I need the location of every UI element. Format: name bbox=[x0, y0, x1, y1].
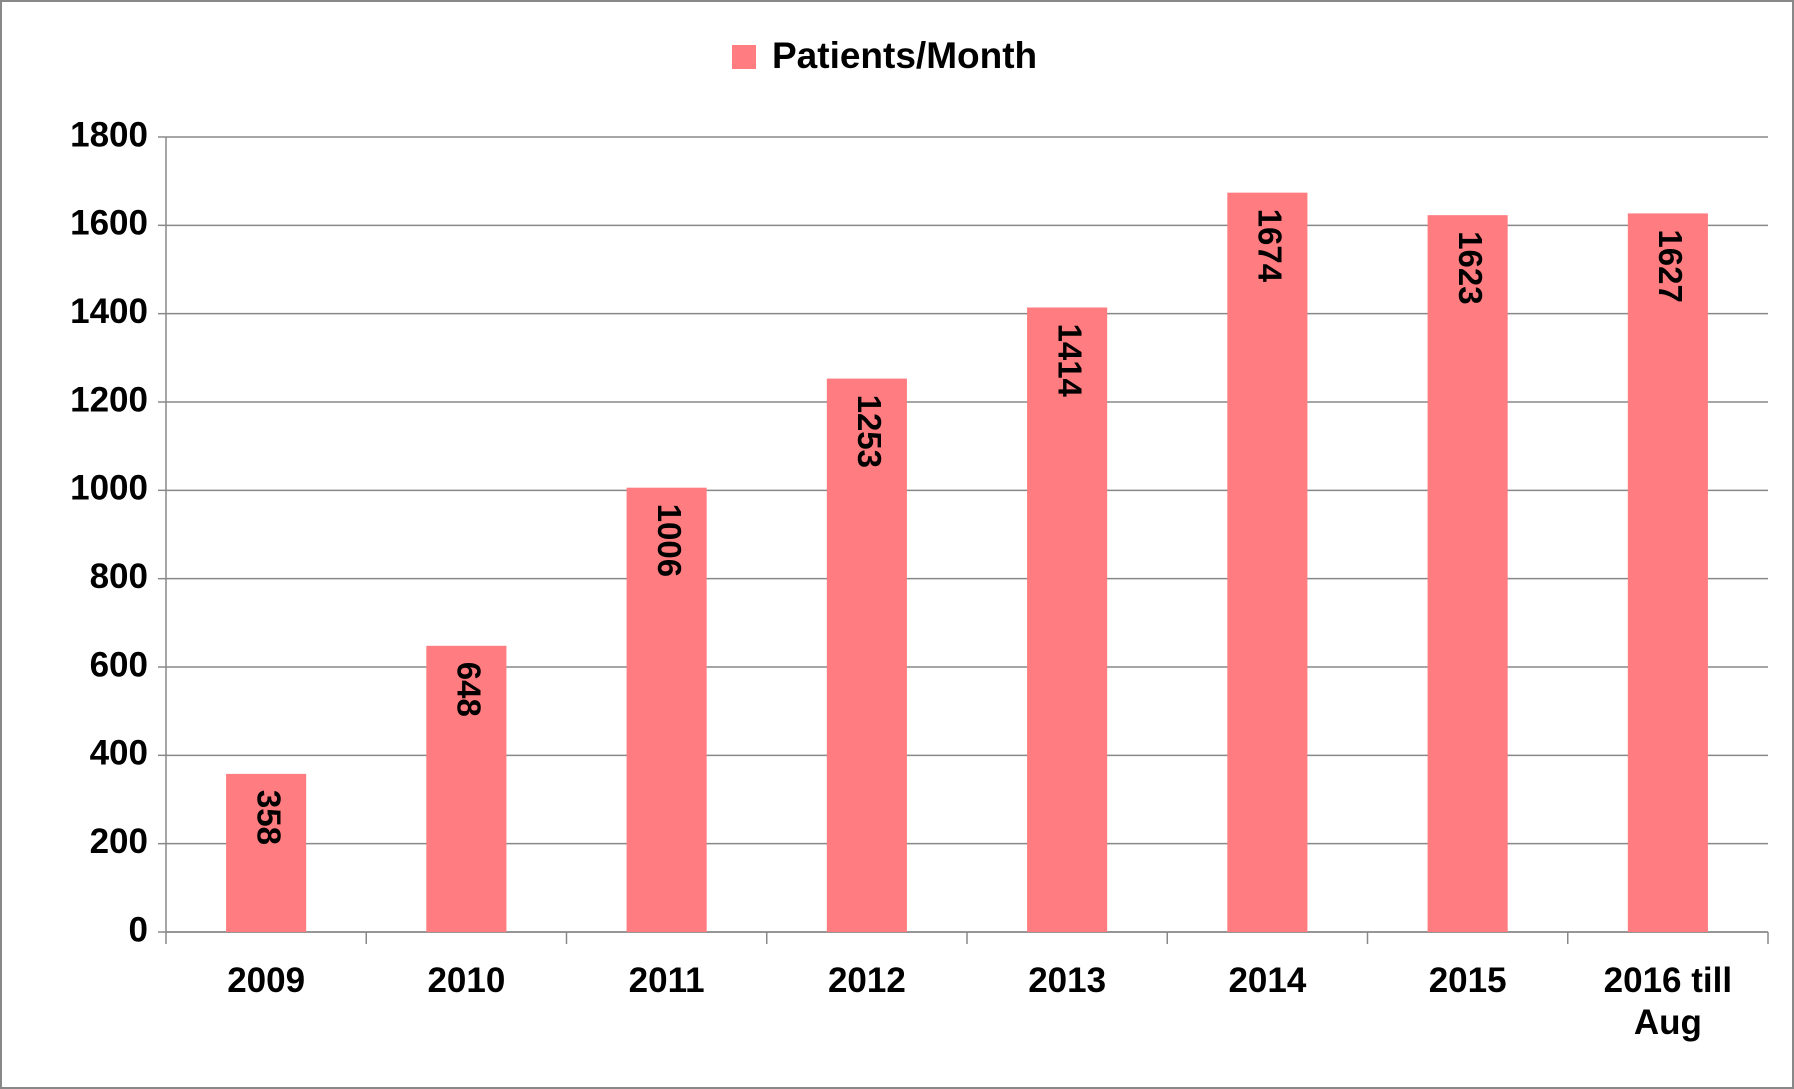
bar bbox=[1627, 213, 1708, 933]
bar bbox=[226, 773, 307, 932]
y-tick-label: 800 bbox=[90, 557, 148, 596]
x-tick-label: 2013 bbox=[1028, 961, 1107, 1000]
x-tick-label: 2009 bbox=[227, 961, 306, 1000]
data-label: 648 bbox=[451, 662, 488, 717]
bar bbox=[826, 378, 907, 932]
data-label: 1627 bbox=[1652, 229, 1689, 302]
x-tick-label: 2011 bbox=[628, 961, 705, 1000]
x-tick-label: 2015 bbox=[1428, 961, 1507, 1000]
legend-label: Patients/Month bbox=[772, 35, 1037, 76]
bar bbox=[426, 645, 507, 932]
data-label: 1674 bbox=[1252, 209, 1289, 283]
data-label: 358 bbox=[250, 790, 287, 845]
bar bbox=[626, 487, 707, 932]
bar bbox=[1427, 215, 1508, 933]
data-label: 1623 bbox=[1452, 231, 1489, 304]
x-tick-label: 2012 bbox=[827, 961, 906, 1000]
y-tick-label: 1800 bbox=[70, 115, 148, 154]
y-tick-label: 400 bbox=[90, 734, 148, 773]
y-tick-label: 1200 bbox=[70, 380, 148, 419]
legend-swatch bbox=[732, 45, 756, 69]
y-tick-label: 1600 bbox=[70, 204, 148, 243]
y-tick-label: 1400 bbox=[70, 292, 148, 331]
data-label: 1006 bbox=[651, 504, 688, 577]
x-tick-label: 2014 bbox=[1228, 961, 1307, 1000]
data-label: 1253 bbox=[851, 395, 888, 468]
data-label: 1414 bbox=[1051, 323, 1088, 397]
y-tick-label: 0 bbox=[129, 910, 148, 949]
y-tick-label: 600 bbox=[90, 645, 148, 684]
x-tick-label: 2010 bbox=[427, 961, 506, 1000]
x-tick-label: 2016 till Aug bbox=[1603, 961, 1733, 1042]
bar bbox=[1027, 307, 1108, 932]
y-tick-label: 200 bbox=[90, 822, 148, 861]
y-tick-label: 1000 bbox=[70, 469, 148, 508]
bar bbox=[1227, 192, 1308, 932]
